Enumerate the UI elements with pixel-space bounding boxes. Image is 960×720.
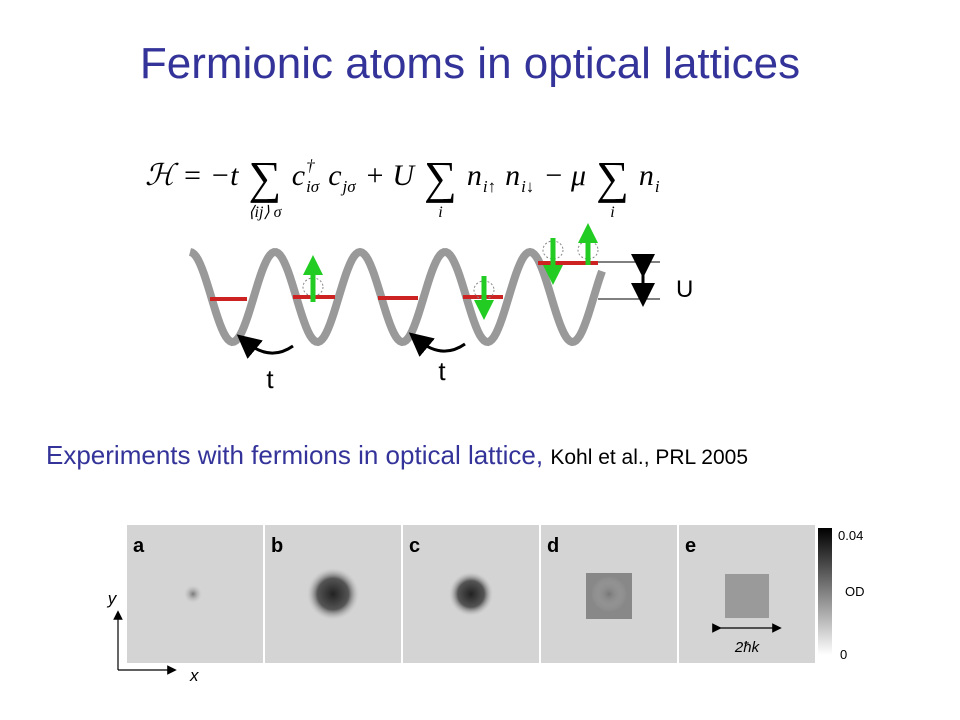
cloud [591, 576, 627, 612]
cloud [725, 574, 769, 618]
formula-term: − μ [543, 159, 586, 192]
panel-label: a [133, 535, 145, 557]
scale-label: 2ħk [734, 639, 761, 656]
caption-text: Experiments with fermions in optical lat… [46, 440, 543, 470]
u-bracket [598, 254, 660, 307]
cloud [449, 572, 493, 616]
subscript: i [655, 177, 660, 196]
formula-term: n [467, 159, 482, 192]
panel: d [541, 525, 677, 663]
cloud [307, 568, 359, 620]
caption: Experiments with fermions in optical lat… [46, 440, 748, 470]
formula-term: n [505, 159, 520, 192]
subscript: jσ [341, 177, 357, 196]
panel-label: b [271, 535, 283, 557]
panel: e [679, 525, 815, 663]
hopping-label: t [266, 364, 274, 394]
axes-arrows [113, 610, 177, 675]
sum-symbol: ∑ [596, 152, 629, 203]
lattice-potential [189, 247, 606, 347]
reference: Kohl et al., PRL 2005 [550, 446, 748, 469]
subscript: i↑ [483, 177, 496, 196]
cloud [184, 585, 202, 603]
panel-label: c [409, 535, 420, 557]
axis-label: x [189, 666, 199, 685]
formula-term: c [328, 159, 341, 192]
panel: a [127, 525, 263, 663]
sum-limit: ⟨ij⟩ σ [248, 204, 282, 221]
colorbar [818, 528, 832, 655]
formula: ℋ = −t ∑⟨ij⟩ σc †iσ c jσ + U ∑in i↑ n i↓ − μ ∑in i [145, 152, 660, 221]
colorbar-max: 0.04 [838, 528, 863, 543]
sum-symbol: ∑ [424, 152, 457, 203]
spins [303, 223, 598, 320]
panel: b [265, 525, 401, 663]
figure: 0.04 OD 0 y x a b c d e 2ħk [107, 525, 865, 685]
panel: c [403, 525, 539, 663]
title: Fermionic atoms in optical lattices [140, 39, 800, 88]
panel-label: d [547, 535, 559, 557]
hopping-arrows [236, 332, 466, 359]
lattice-diagram: U t t [189, 223, 693, 394]
axis-label: y [107, 589, 118, 608]
superscript: † [306, 156, 315, 175]
colorbar-label: OD [845, 584, 865, 599]
formula-term: c [292, 159, 305, 192]
panel-label: e [685, 535, 696, 557]
colorbar-min: 0 [840, 647, 847, 662]
sum-limit: i [610, 204, 614, 221]
formula-term: n [639, 159, 654, 192]
sum-limit: i [438, 204, 442, 221]
sum-symbol: ∑ [248, 152, 281, 203]
interaction-label: U [676, 276, 693, 303]
subscript: i↓ [521, 177, 534, 196]
hopping-label: t [438, 356, 446, 386]
formula-term: + U [365, 159, 417, 192]
formula-term: ℋ = −t [145, 159, 239, 192]
subscript: iσ [306, 177, 320, 196]
